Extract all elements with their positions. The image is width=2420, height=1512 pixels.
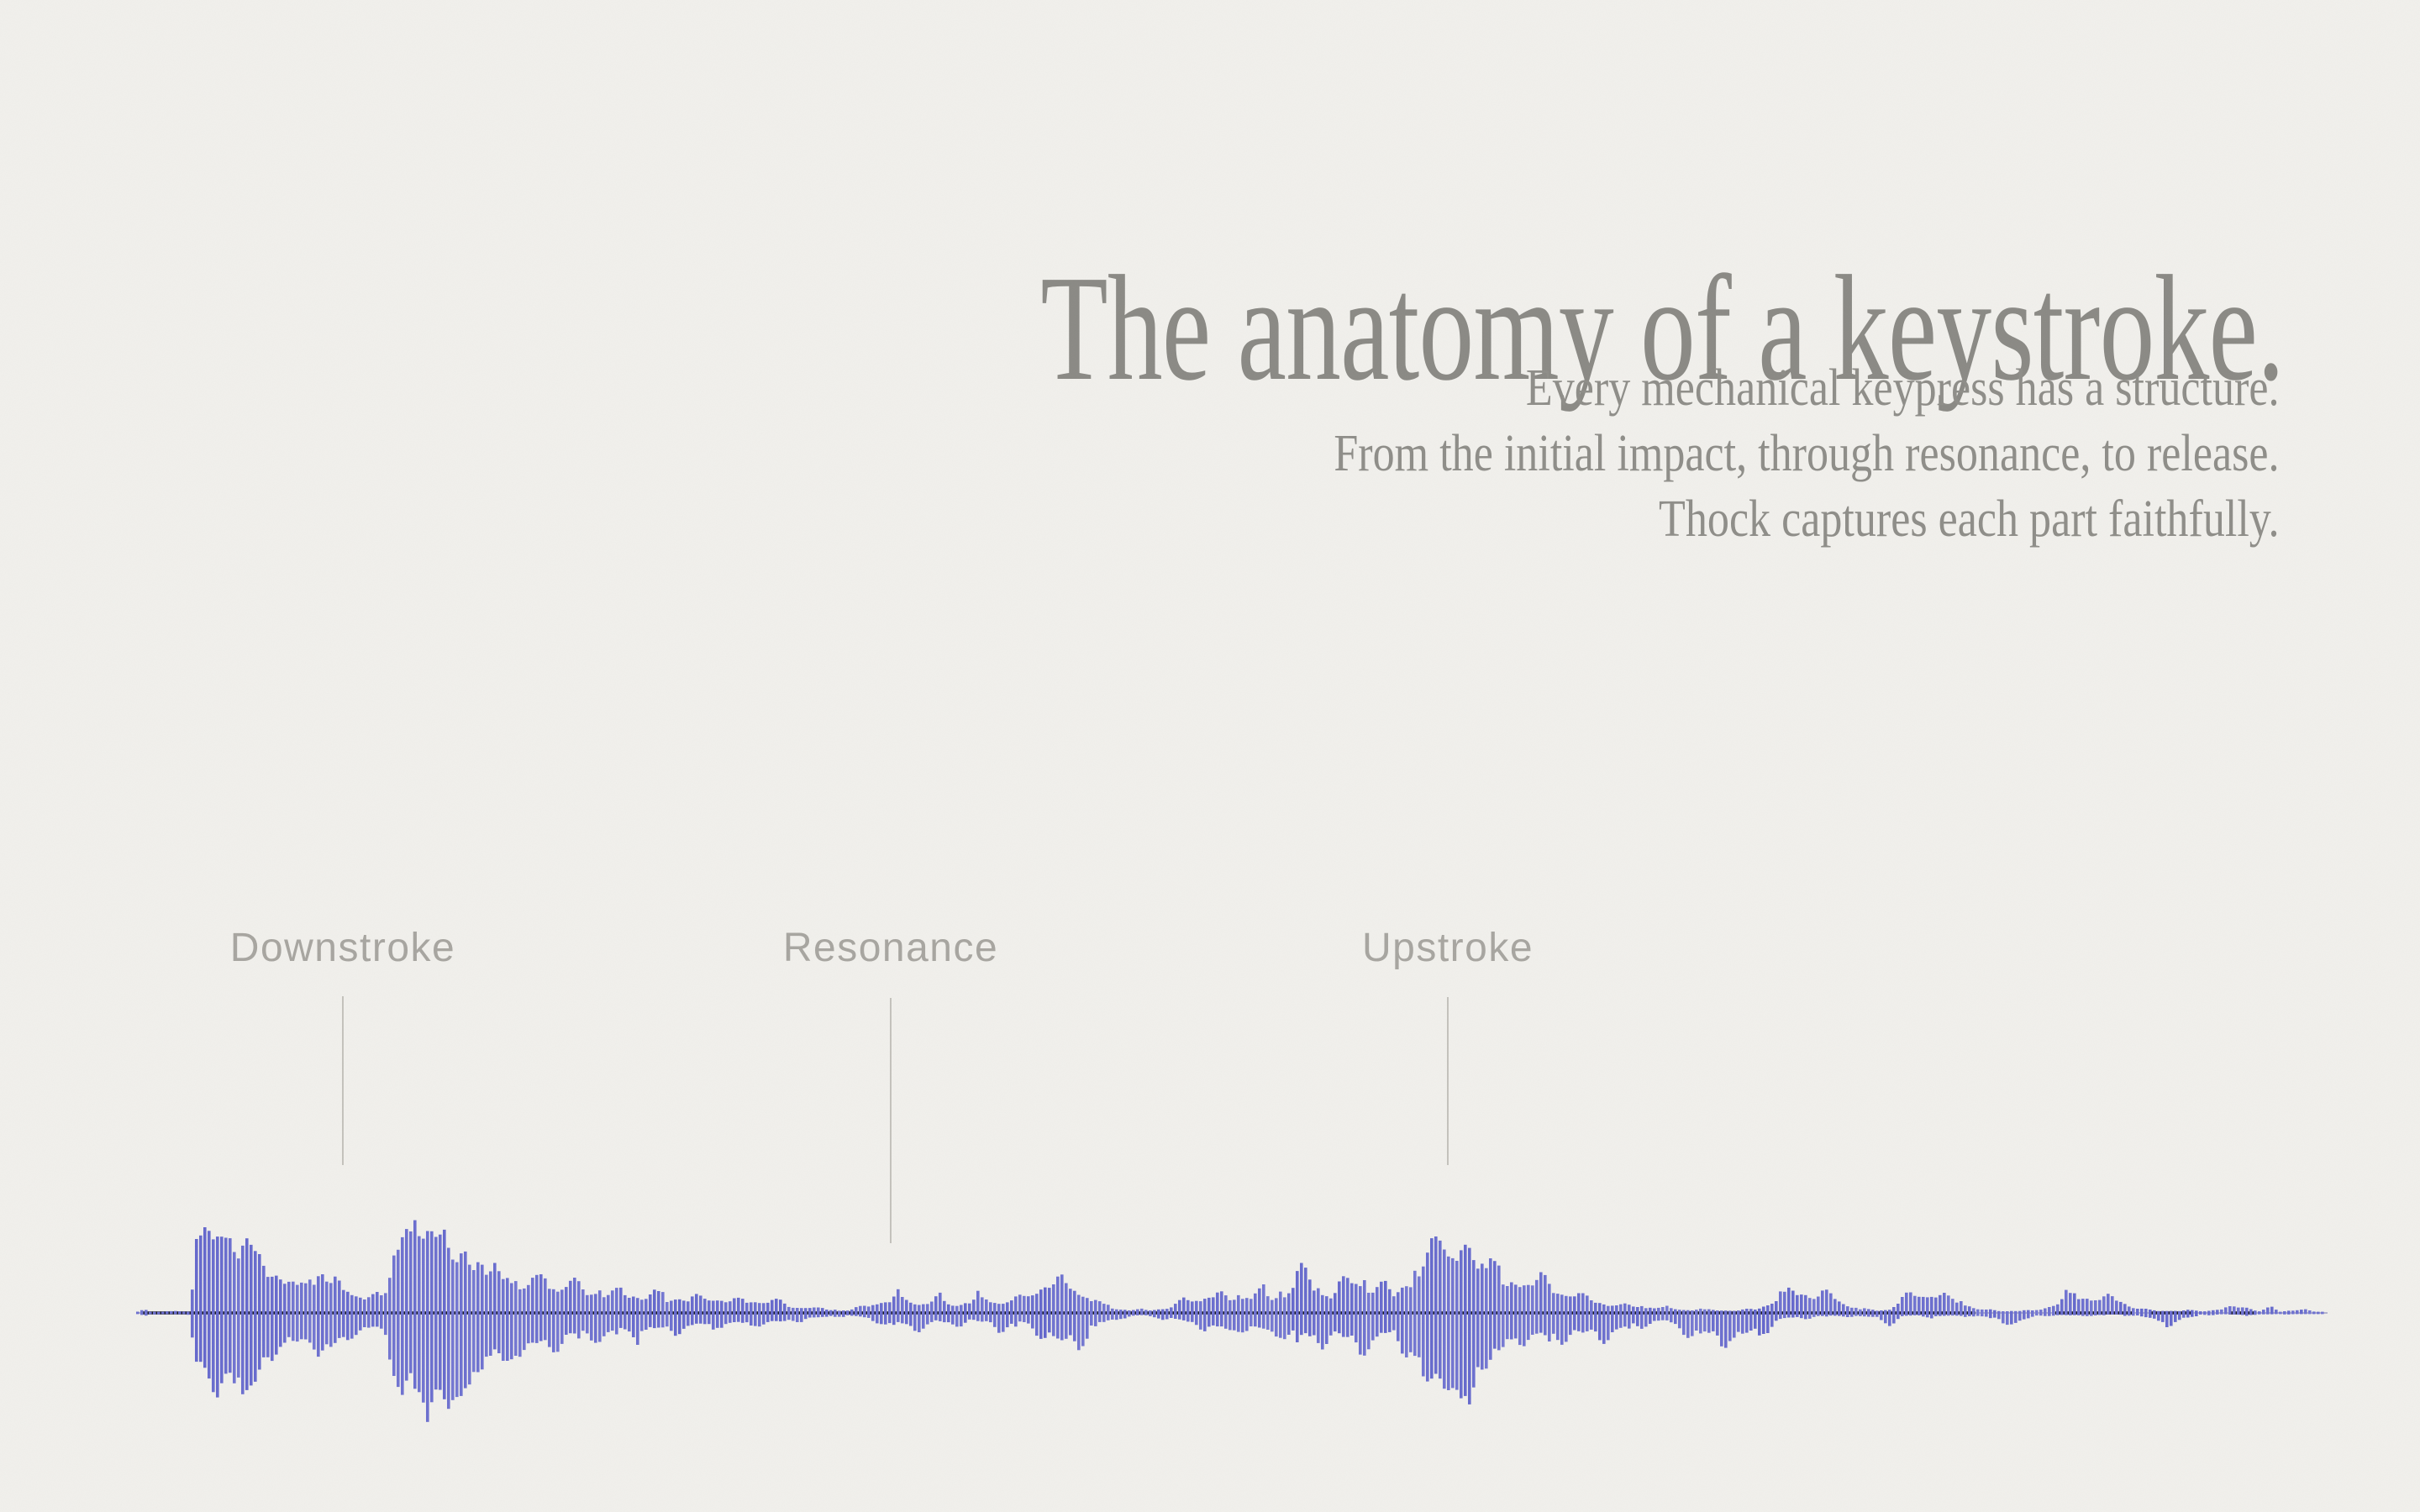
waveform-label-0: Downstroke (229, 926, 456, 970)
subtitle-line: From the initial impact, through resonan… (1333, 425, 2279, 482)
subtitle-line: Every mechanical keypress has a structur… (1525, 360, 2279, 417)
waveform-label-2: Upstroke (1361, 926, 1534, 970)
subtitle-line: Thock captures each part faithfully. (1658, 491, 2279, 548)
leader-line-0 (341, 996, 345, 1165)
leader-line-2 (1446, 997, 1449, 1165)
hero-subtitle: Every mechanical keypress has a structur… (1334, 355, 2279, 552)
waveform-chart (136, 1220, 2328, 1422)
waveform-label-1: Resonance (782, 926, 999, 970)
